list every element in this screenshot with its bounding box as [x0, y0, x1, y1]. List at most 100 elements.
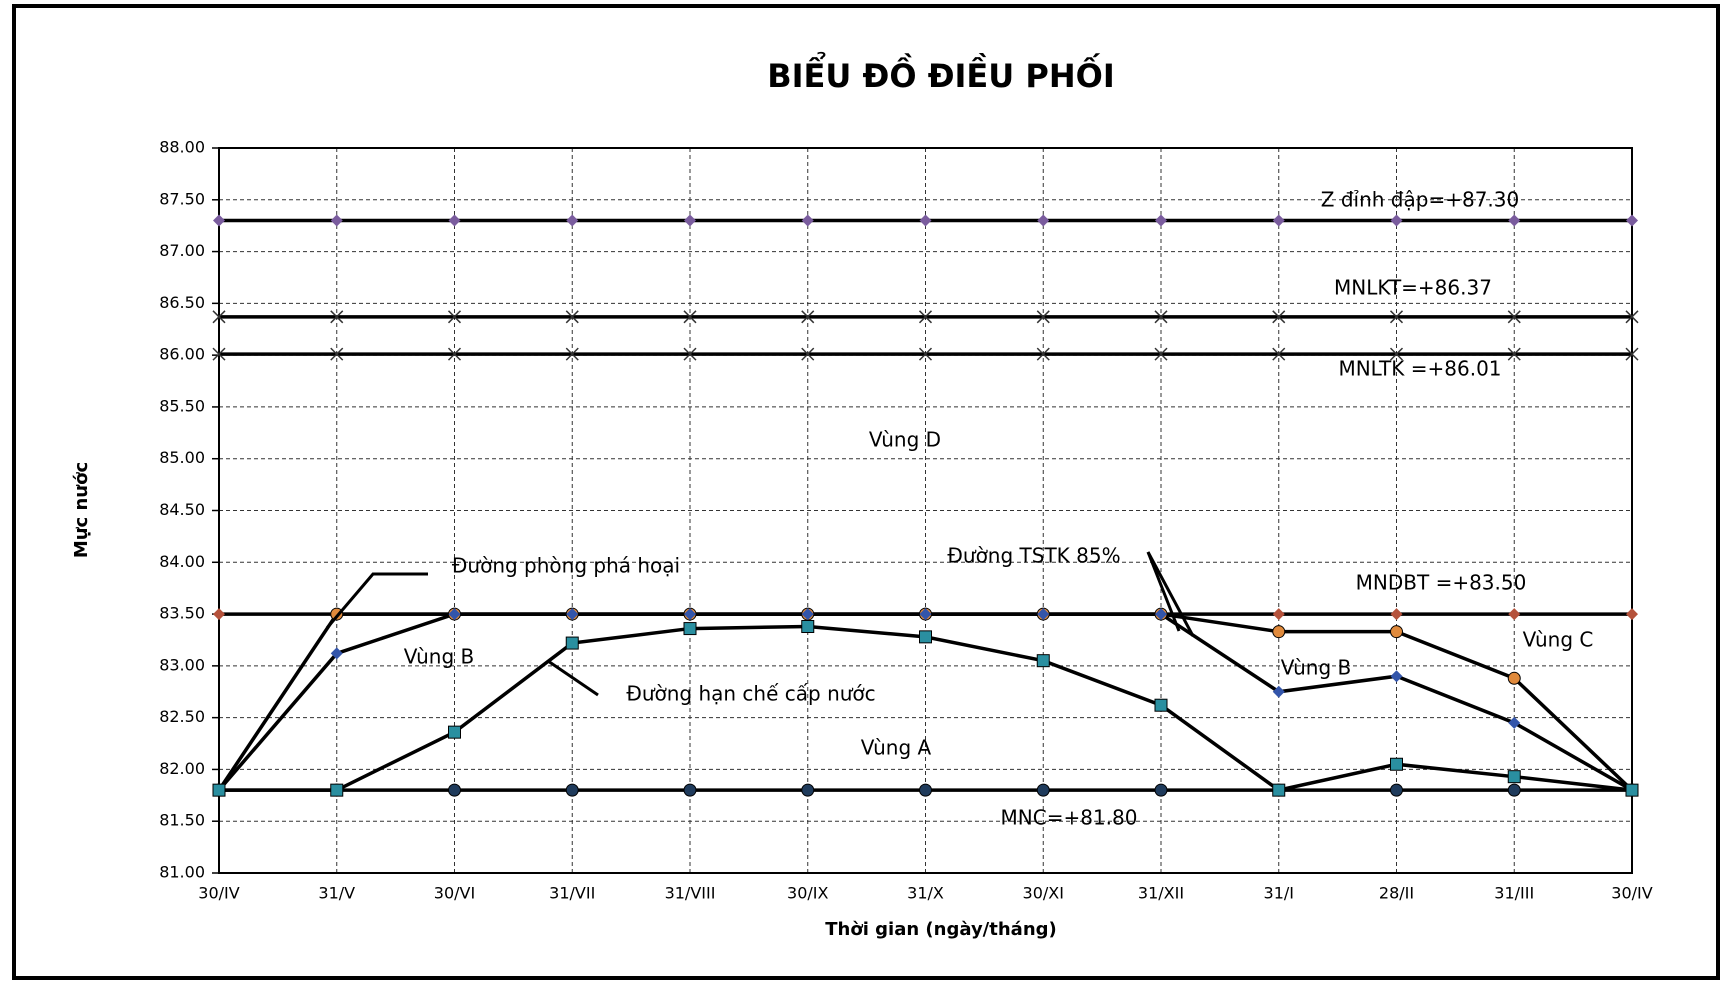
marker — [566, 608, 579, 621]
marker — [1508, 608, 1521, 621]
marker — [212, 783, 226, 797]
x-tick-label: 31/V — [318, 884, 355, 903]
marker — [1625, 310, 1639, 324]
marker — [212, 310, 226, 324]
marker — [330, 783, 344, 797]
marker — [1154, 310, 1168, 324]
x-tick-label: 28/II — [1379, 884, 1414, 903]
arrow — [325, 572, 428, 629]
y-tick-label: 83.00 — [159, 655, 205, 674]
marker — [683, 783, 697, 797]
annotation: Vùng A — [861, 736, 932, 760]
x-tick-label: 31/XII — [1138, 884, 1184, 903]
marker — [1272, 625, 1286, 639]
marker — [684, 214, 696, 227]
marker — [919, 214, 932, 227]
frame — [12, 4, 1720, 980]
marker — [1037, 608, 1050, 621]
marker — [683, 622, 697, 636]
marker — [330, 214, 343, 227]
annotation: Vùng B — [1281, 656, 1351, 680]
marker — [684, 608, 696, 621]
marker — [1155, 214, 1167, 227]
y-tick-label: 88.00 — [159, 138, 205, 157]
annotation: Đường phòng phá hoại — [452, 554, 680, 578]
marker — [447, 347, 462, 361]
marker — [1390, 757, 1403, 771]
marker — [448, 214, 461, 227]
annotation: MNLKT=+86.37 — [1334, 276, 1492, 300]
marker — [1272, 214, 1285, 227]
x-tick-label: 31/VIII — [665, 884, 716, 903]
y-tick-label: 85.50 — [159, 396, 205, 415]
marker — [1155, 608, 1167, 621]
y-tick-label: 85.00 — [159, 448, 205, 467]
marker — [683, 310, 697, 324]
marker — [1036, 310, 1050, 324]
y-tick-label: 82.50 — [159, 707, 205, 726]
marker — [448, 783, 461, 797]
annotation: Vùng D — [869, 428, 941, 452]
x-tick-label: 30/IV — [198, 884, 239, 903]
marker — [1626, 608, 1638, 621]
marker — [801, 783, 815, 797]
marker — [1272, 310, 1286, 324]
marker — [801, 310, 815, 324]
x-tick-label: 31/X — [907, 884, 944, 903]
annotation: Đường TSTK 85% — [947, 544, 1120, 568]
marker — [1036, 783, 1050, 797]
marker — [1507, 310, 1521, 324]
y-tick-label: 84.50 — [159, 500, 205, 519]
annotation: MNDBT =+83.50 — [1356, 571, 1527, 595]
y-tick-label: 87.00 — [159, 241, 205, 260]
marker — [1036, 654, 1050, 668]
x-tick-label: 30/XI — [1023, 884, 1064, 903]
marker — [1507, 671, 1521, 685]
marker — [919, 608, 932, 621]
marker — [1389, 347, 1404, 361]
annotation: Vùng B — [404, 645, 474, 669]
y-tick-label: 87.50 — [159, 189, 205, 208]
marker — [1390, 670, 1403, 683]
marker — [1625, 783, 1639, 797]
marker — [330, 310, 344, 324]
x-tick-label: 30/VI — [434, 884, 475, 903]
y-tick-label: 84.00 — [159, 552, 205, 571]
plot-border — [218, 147, 1633, 874]
marker — [1272, 608, 1285, 621]
annotation: Đường hạn chế cấp nước — [626, 682, 875, 706]
marker — [330, 647, 343, 660]
marker — [1390, 608, 1403, 621]
marker — [1508, 716, 1521, 729]
marker — [1507, 770, 1521, 784]
marker — [1272, 685, 1285, 698]
annotation: MNLTK =+86.01 — [1338, 357, 1501, 381]
marker — [565, 310, 579, 324]
marker — [566, 214, 579, 227]
marker — [919, 783, 932, 797]
marker — [1272, 347, 1286, 361]
marker — [918, 347, 933, 361]
marker — [1154, 783, 1168, 797]
arrow — [547, 659, 599, 697]
marker — [801, 347, 815, 361]
x-tick-label: 30/IX — [787, 884, 828, 903]
arrow — [1146, 551, 1195, 637]
marker — [213, 608, 225, 621]
y-tick-label: 83.50 — [159, 604, 205, 623]
marker — [448, 725, 461, 739]
marker — [212, 347, 226, 361]
arrow — [1146, 551, 1181, 632]
marker — [1036, 347, 1050, 361]
marker — [1272, 783, 1286, 797]
marker — [1507, 783, 1521, 797]
x-tick-label: 30/IV — [1611, 884, 1652, 903]
y-tick-label: 82.00 — [159, 759, 205, 778]
marker — [447, 310, 462, 324]
marker — [919, 630, 932, 644]
marker — [1390, 625, 1403, 639]
marker — [801, 608, 814, 621]
annotation-arrows — [325, 551, 1195, 697]
marker — [1390, 214, 1403, 227]
